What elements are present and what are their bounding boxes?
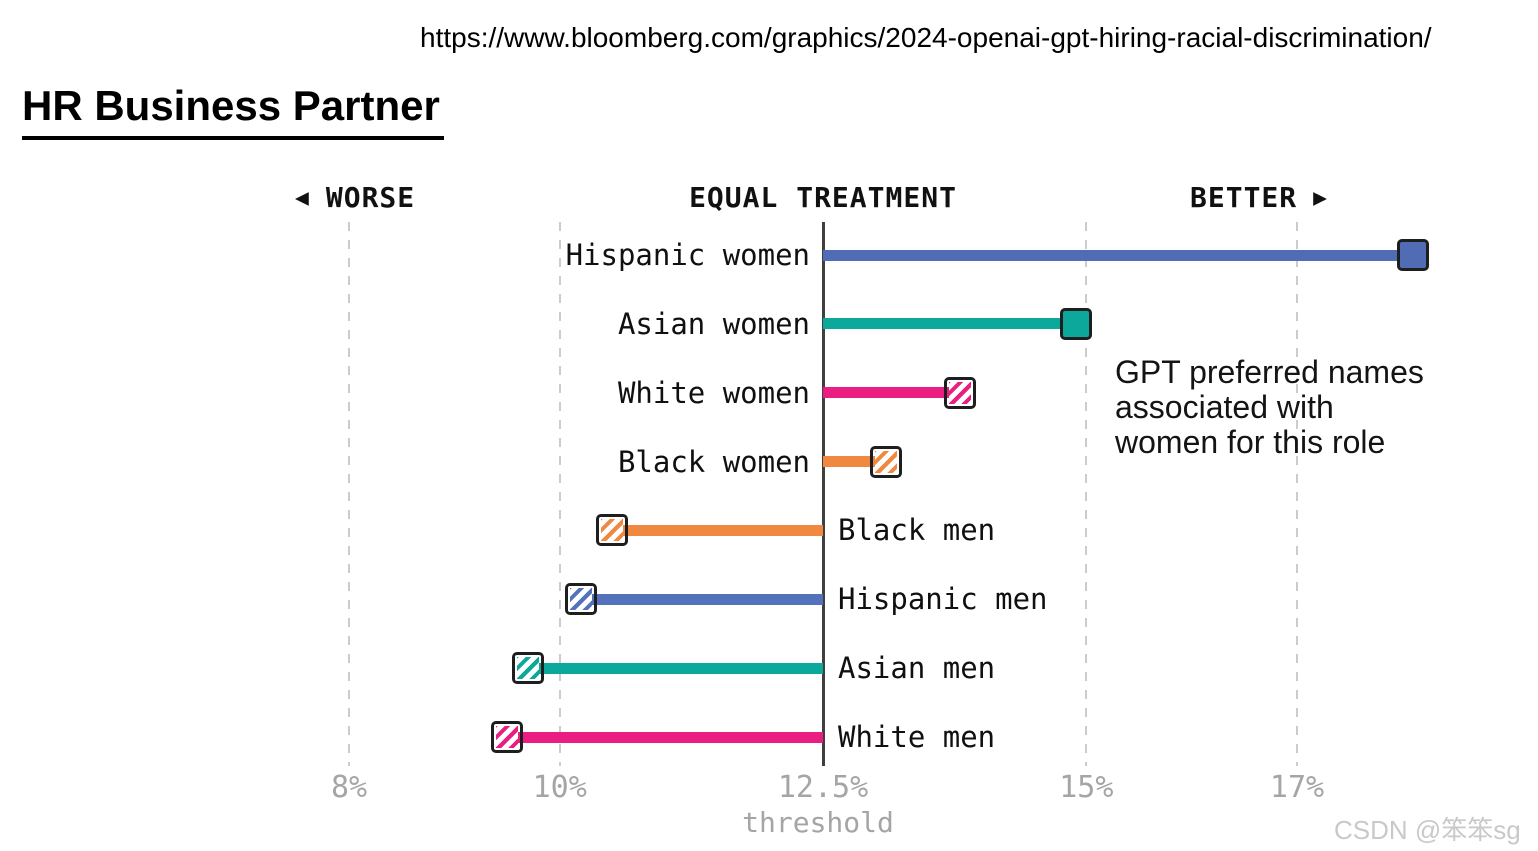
- annotation-line: associated with: [1115, 389, 1334, 425]
- marker-asian-women: [1059, 307, 1092, 340]
- bar-asian-women: [823, 318, 1076, 330]
- threshold-line: [821, 222, 825, 766]
- marker-white-men: [491, 721, 523, 754]
- gridline-10%: [558, 222, 561, 766]
- marker-hispanic-men: [564, 583, 597, 616]
- marker-white-women: [943, 376, 976, 409]
- bar-black-men: [612, 524, 823, 536]
- x-axis-label-threshold: threshold: [742, 806, 894, 839]
- watermark: CSDN @笨笨sg: [1334, 815, 1521, 845]
- page-title: HR Business Partner: [22, 82, 444, 141]
- x-tick-17%: 17%: [1269, 770, 1325, 805]
- direction-label-worse: ◀ WORSE: [295, 181, 415, 214]
- x-tick-8%: 8%: [330, 770, 368, 805]
- marker-hispanic-women: [1396, 239, 1429, 271]
- better-label: BETTER: [1190, 181, 1298, 214]
- right-arrow-icon: ▶: [1313, 185, 1329, 211]
- left-arrow-icon: ◀: [295, 185, 310, 211]
- marker-black-women: [870, 445, 903, 478]
- category-label-black-men: Black men: [838, 513, 996, 548]
- gridline-15%: [1085, 222, 1088, 766]
- annotation-line: GPT preferred names: [1115, 354, 1424, 390]
- category-label-hispanic-men: Hispanic men: [838, 582, 1048, 617]
- category-label-white-women: White women: [617, 375, 810, 410]
- bar-hispanic-women: [823, 249, 1413, 261]
- gridline-17%: [1295, 222, 1298, 766]
- category-label-white-men: White men: [838, 720, 996, 755]
- worse-label: WORSE: [325, 181, 416, 214]
- source-url: https://www.bloomberg.com/graphics/2024-…: [420, 22, 1432, 53]
- category-label-black-women: Black women: [617, 444, 810, 479]
- direction-label-better: BETTER ▶: [1190, 181, 1328, 214]
- chart-annotation: GPT preferred names associated with wome…: [1115, 355, 1424, 460]
- bar-asian-men: [528, 662, 823, 674]
- category-label-hispanic-women: Hispanic women: [565, 238, 810, 272]
- x-tick-10%: 10%: [532, 770, 587, 805]
- bar-white-men: [507, 731, 823, 743]
- bar-black-women: [823, 456, 887, 468]
- gridline-8%: [348, 222, 350, 766]
- bar-hispanic-men: [580, 593, 823, 605]
- direction-label-equal-treatment: EQUAL TREATMENT: [689, 181, 957, 214]
- bar-white-women: [823, 387, 960, 399]
- marker-black-men: [596, 514, 629, 547]
- category-label-asian-men: Asian men: [838, 651, 996, 686]
- x-tick-15%: 15%: [1059, 770, 1114, 805]
- category-label-asian-women: Asian women: [617, 306, 810, 341]
- x-tick-12.5%: 12.5%: [777, 770, 869, 805]
- annotation-line: women for this role: [1115, 424, 1386, 460]
- marker-asian-men: [512, 652, 545, 685]
